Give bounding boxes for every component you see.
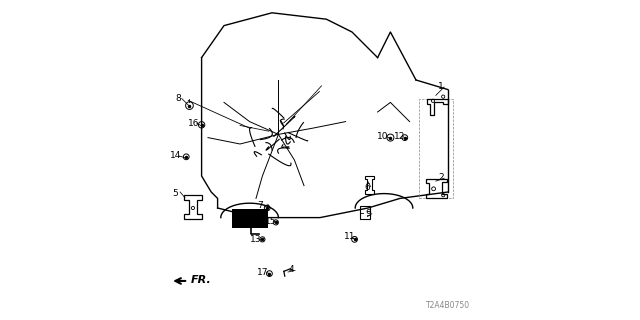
- Text: 13: 13: [250, 236, 261, 244]
- Text: 7: 7: [257, 201, 262, 210]
- Text: 3: 3: [239, 216, 244, 225]
- Text: 16: 16: [188, 119, 199, 128]
- Text: 15: 15: [265, 217, 276, 226]
- Text: 9: 9: [366, 209, 371, 218]
- Text: 10: 10: [377, 132, 388, 140]
- Text: 17: 17: [257, 268, 269, 277]
- Text: 1: 1: [438, 82, 444, 91]
- Text: 14: 14: [170, 151, 181, 160]
- Text: 5: 5: [173, 189, 178, 198]
- Text: T2A4B0750: T2A4B0750: [426, 301, 470, 310]
- Text: 8: 8: [176, 94, 181, 103]
- Text: 12: 12: [394, 132, 405, 140]
- Text: 11: 11: [344, 232, 355, 241]
- Text: 2: 2: [438, 173, 444, 182]
- Text: FR.: FR.: [191, 275, 211, 285]
- Text: 4: 4: [289, 265, 294, 274]
- Text: 6: 6: [365, 183, 370, 192]
